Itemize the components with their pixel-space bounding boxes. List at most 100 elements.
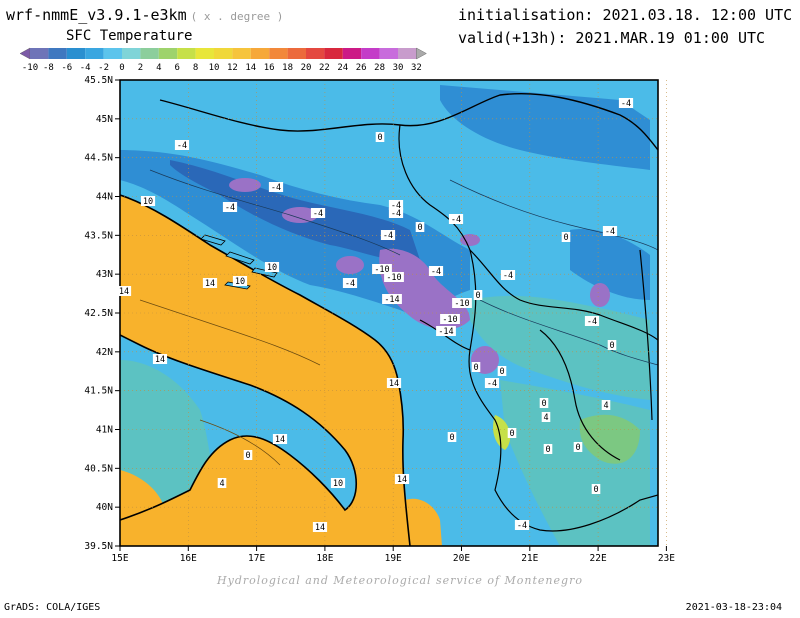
- contour-label-bg: [601, 400, 611, 410]
- lon-label: 21E: [521, 553, 538, 564]
- contour-label-bg: [342, 278, 358, 288]
- colorbar-box: [195, 48, 214, 59]
- border: [468, 249, 658, 532]
- contour-label: 4: [219, 479, 224, 489]
- contour-label-bg: [618, 98, 634, 108]
- lat-label: 40.5N: [84, 463, 113, 474]
- contour-label-bg: [243, 450, 253, 460]
- contour-label-bg: [384, 272, 404, 282]
- border: [419, 319, 471, 351]
- colorbar-box: [158, 48, 178, 59]
- colorbar-label: 0: [119, 63, 124, 73]
- init-label: initialisation:: [458, 6, 594, 24]
- contour-label: 4: [603, 401, 608, 411]
- colorbar-label: 12: [227, 63, 238, 73]
- colorbar-box: [379, 48, 398, 59]
- contour-label: 0: [509, 429, 514, 439]
- colorbar-box: [232, 48, 251, 59]
- lon-label: 17E: [248, 553, 265, 564]
- contour-label-bg: [602, 226, 618, 236]
- colorbar-box: [122, 48, 141, 59]
- software-credit: GrADS: COLA/IGES: [4, 602, 101, 613]
- colorbar-label: 16: [264, 63, 275, 73]
- valid-line: valid(+13h): 2021.MAR.19 01:00 UTC: [458, 29, 765, 47]
- sea: [120, 470, 166, 546]
- contour-label-bg: [380, 230, 396, 240]
- contour-label-bg: [436, 326, 456, 336]
- contour-label-bg: [388, 208, 404, 218]
- model-units: ( x . degree ): [190, 10, 284, 23]
- contour-label-bg: [272, 434, 288, 444]
- contour-label-bg: [539, 398, 549, 408]
- valid-label: valid(+13h):: [458, 29, 567, 47]
- contour-label: 14: [205, 279, 215, 289]
- coastline-italy: [120, 334, 357, 521]
- contour-label: 0: [575, 443, 580, 453]
- contour-label-bg: [217, 478, 227, 488]
- colorbar-box: [177, 48, 196, 59]
- coldest-spot: [336, 256, 364, 274]
- longitude-axis: 15E 16E 17E 18E 19E 20E 21E 22E 23E: [111, 546, 675, 564]
- contour-label-bg: [330, 478, 346, 488]
- credit-line: Hydrological and Meteorological service …: [217, 574, 583, 587]
- contour-label-bg: [514, 520, 530, 530]
- contour-label: 14: [275, 435, 285, 445]
- colorbar-label: 4: [156, 63, 161, 73]
- sea: [120, 195, 410, 546]
- coldest-spot: [379, 248, 470, 330]
- contour-label: -4: [605, 227, 615, 237]
- contour-label: 0: [593, 485, 598, 495]
- colorbar-label: 2: [138, 63, 143, 73]
- lat-label: 41N: [96, 425, 113, 436]
- isotherm: [139, 299, 321, 366]
- contour-label-bg: [222, 202, 238, 212]
- lat-label: 44.5N: [84, 153, 113, 164]
- contour-label-bg: [382, 294, 402, 304]
- colorbar-label: 6: [174, 63, 179, 73]
- coldest-spot: [460, 234, 480, 246]
- contour-label-bg: [394, 474, 410, 484]
- lon-label: 19E: [385, 553, 402, 564]
- contour-label-bg: [268, 182, 284, 192]
- colorbar-box: [287, 48, 306, 59]
- isotherm: [479, 299, 658, 366]
- lat-label: 41.5N: [84, 386, 113, 397]
- warm-spot: [493, 415, 511, 450]
- contour-label: -14: [438, 327, 453, 337]
- colorbar-arrow-right: [416, 47, 427, 60]
- contour-label-bg: [312, 522, 328, 532]
- isotherm: [449, 179, 658, 251]
- contour-label: -4: [383, 231, 393, 241]
- contour-label: 10: [333, 479, 343, 489]
- cold-band-east: [570, 229, 650, 300]
- green-area: [579, 414, 640, 464]
- contour-label: 0: [499, 367, 504, 377]
- colorbar-label: -2: [98, 63, 109, 73]
- contour-label: 10: [267, 263, 277, 273]
- contour-label-bg: [541, 412, 551, 422]
- colorbar-label: 26: [356, 63, 367, 73]
- contour-label: 0: [609, 341, 614, 351]
- model-name: wrf-nmmE_v3.9.1-e3km: [6, 6, 187, 24]
- lat-label: 45N: [96, 114, 113, 125]
- valid-value: 2021.MAR.19 01:00 UTC: [575, 29, 766, 47]
- lat-label: 43.5N: [84, 230, 113, 241]
- contour-label: -14: [384, 295, 399, 305]
- contour-label: -4: [177, 141, 187, 151]
- contour-label-bg: [202, 278, 218, 288]
- contour-label: 14: [119, 287, 129, 297]
- colorbar-box: [85, 48, 104, 59]
- colorbar-label: 14: [245, 63, 256, 73]
- colorbar-label: 20: [301, 63, 312, 73]
- contour-label-bg: [473, 290, 483, 300]
- contour-label: -4: [391, 201, 401, 211]
- colorbar-box: [48, 48, 67, 59]
- render-timestamp: 2021-03-18-23:04: [685, 602, 782, 613]
- lon-label: 22E: [590, 553, 607, 564]
- contour-label-bg: [372, 264, 392, 274]
- contour-label-bg: [375, 132, 385, 142]
- coldest-spot: [282, 207, 318, 223]
- cold-band-north: [440, 85, 650, 170]
- contour-label-bg: [471, 362, 481, 372]
- contour-label: -4: [271, 183, 281, 193]
